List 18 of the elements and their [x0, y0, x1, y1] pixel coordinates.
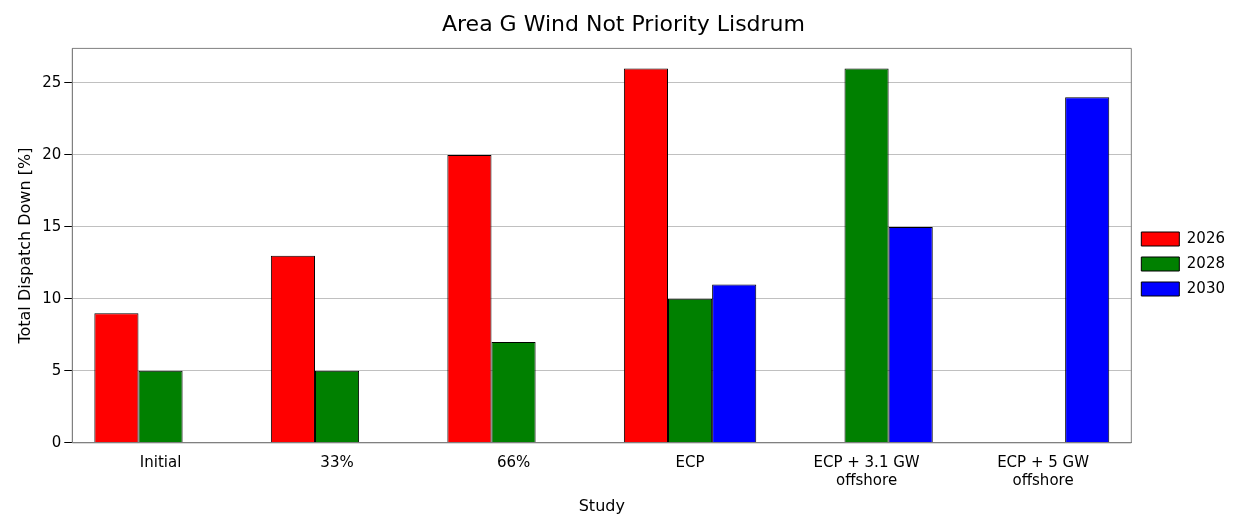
y-tick-label: 0: [51, 432, 62, 451]
x-tick-label: 66%: [496, 452, 531, 471]
x-tick-label: ECP + 3.1 GW offshore: [813, 452, 920, 489]
y-tick-label: 20: [42, 144, 62, 163]
legend-label: 2030: [1186, 278, 1226, 297]
x-tick-label: ECP + 5 GW offshore: [997, 452, 1090, 489]
legend-label: 2028: [1186, 253, 1226, 272]
y-tick-label: 10: [42, 288, 62, 307]
x-axis-title: Study: [578, 495, 625, 515]
x-tick-label: ECP: [675, 452, 705, 471]
y-tick-label: 5: [51, 360, 62, 379]
legend-label: 2026: [1186, 228, 1226, 247]
x-tick-label: 33%: [320, 452, 354, 471]
x-tick-label: Initial: [139, 452, 182, 471]
y-tick-label: 15: [42, 216, 62, 235]
y-tick-label: 25: [42, 72, 62, 91]
y-axis-title: Total Dispatch Down [%]: [14, 147, 34, 345]
chart-title: Area G Wind Not Priority Lisdrum: [442, 10, 805, 36]
